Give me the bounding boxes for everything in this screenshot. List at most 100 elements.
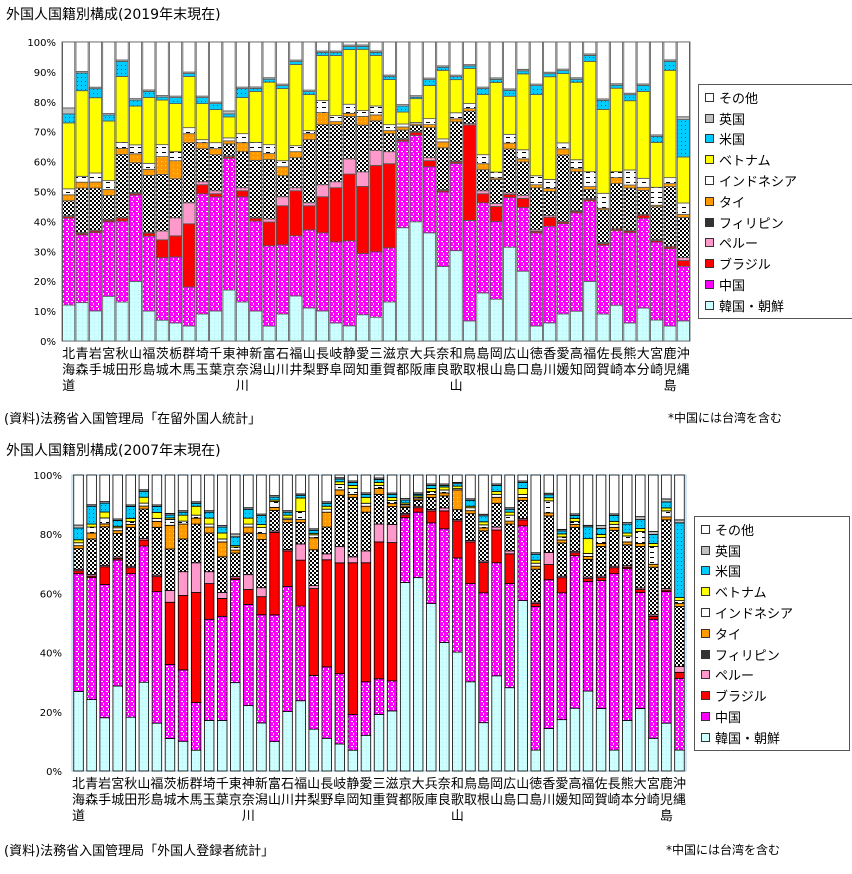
segment-vietnam: [491, 490, 502, 495]
segment-brazil: [503, 194, 517, 198]
segment-korea: [230, 682, 241, 772]
segment-indonesia: [138, 502, 150, 507]
segment-other: [138, 474, 150, 491]
segment-usa: [243, 508, 254, 519]
segment-philippines: [556, 542, 568, 577]
segment-korea: [503, 246, 517, 342]
segment-usa: [369, 52, 383, 56]
segment-other: [608, 474, 620, 515]
x-tick-label: 東: [229, 776, 242, 792]
segment-thailand: [676, 214, 690, 218]
x-tick-label: 岐: [333, 777, 346, 792]
note-2007: *中国には台湾を含む: [666, 843, 781, 857]
segment-china: [449, 162, 463, 252]
segment-korea: [142, 310, 156, 342]
segment-usa: [504, 508, 515, 513]
segment-brazil: [269, 532, 280, 616]
legend-label: ベトナム: [715, 586, 767, 602]
segment-other: [142, 41, 156, 91]
segment-vietnam: [396, 111, 410, 125]
segment-vietnam: [177, 514, 189, 522]
segment-vietnam: [282, 514, 293, 519]
x-tick-label: 宮: [647, 776, 660, 792]
segment-indonesia: [142, 162, 156, 170]
segment-brazil: [316, 196, 330, 234]
legend-swatch-brazil: [705, 259, 714, 269]
x-tick-label: 庫: [425, 793, 438, 808]
segment-china: [543, 579, 555, 729]
segment-thailand: [426, 494, 437, 498]
segment-thailand: [569, 168, 583, 173]
x-tick-label: 静: [343, 347, 356, 362]
segment-thailand: [249, 150, 263, 161]
y-tick-label: 10%: [34, 307, 56, 318]
segment-thailand: [203, 526, 215, 534]
segment-korea: [409, 221, 423, 342]
segment-usa: [112, 520, 123, 527]
legend-swatch-uk: [705, 113, 714, 123]
bar-39: [569, 474, 581, 772]
segment-philippines: [249, 159, 263, 218]
segment-philippines: [595, 545, 607, 577]
segment-other: [112, 474, 123, 520]
segment-indonesia: [269, 501, 280, 508]
segment-usa: [334, 478, 345, 483]
x-tick-label: 愛: [557, 347, 570, 362]
segment-philippines: [674, 606, 685, 667]
segment-indonesia: [582, 553, 594, 557]
chart-2007: 0%20%40%60%80%100%北海道青森岩手宮城秋田山形福島茨城栃木群馬埼…: [33, 471, 687, 824]
segment-brazil: [674, 671, 685, 679]
segment-indonesia: [182, 127, 196, 135]
segment-china: [115, 220, 129, 303]
bar-38: [556, 41, 570, 342]
y-tick-label: 0%: [40, 337, 56, 348]
x-tick-label: 山: [268, 793, 281, 808]
segment-philippines: [230, 552, 241, 578]
segment-other: [182, 41, 196, 73]
legend-item-uk: 英国: [705, 108, 847, 129]
segment-brazil: [190, 592, 202, 703]
segment-vietnam: [360, 496, 372, 504]
segment-brazil: [177, 595, 189, 671]
x-tick-label: 岡: [490, 347, 503, 362]
legend-label: 中国: [719, 279, 746, 295]
segment-peru: [676, 257, 690, 261]
segment-indonesia: [289, 145, 303, 153]
legend-swatch-peru: [701, 670, 710, 680]
segment-vietnam: [115, 76, 129, 143]
segment-china: [650, 241, 664, 321]
segment-korea: [347, 749, 359, 772]
x-tick-label: 三: [369, 347, 382, 362]
segment-korea: [138, 681, 150, 772]
segment-philippines: [422, 127, 436, 159]
segment-china: [439, 528, 450, 643]
segment-korea: [595, 708, 607, 772]
legend-label: ベトナム: [719, 154, 771, 170]
segment-usa: [623, 94, 637, 102]
segment-philippines: [543, 515, 555, 553]
segment-indonesia: [73, 542, 84, 547]
segment-korea: [463, 320, 477, 342]
segment-vietnam: [235, 97, 249, 135]
segment-brazil: [543, 564, 555, 581]
segment-philippines: [182, 142, 196, 204]
x-tick-label: 熊: [621, 776, 634, 792]
segment-peru: [217, 592, 228, 599]
segment-philippines: [543, 191, 557, 217]
bar-36: [530, 474, 541, 772]
segment-other: [463, 41, 477, 66]
segment-china: [334, 673, 345, 745]
x-tick-label: 山: [303, 347, 316, 362]
segment-korea: [235, 301, 249, 342]
segment-thailand: [112, 530, 123, 535]
segment-philippines: [491, 502, 502, 528]
legend-item-china: 中国: [701, 706, 843, 727]
segment-korea: [342, 325, 356, 342]
segment-thailand: [569, 523, 581, 528]
segment-thailand: [543, 188, 557, 192]
x-tick-label: 井: [289, 363, 302, 378]
segment-philippines: [302, 139, 316, 204]
segment-indonesia: [596, 192, 610, 209]
segment-korea: [86, 699, 97, 772]
x-tick-label: 田: [124, 793, 137, 808]
